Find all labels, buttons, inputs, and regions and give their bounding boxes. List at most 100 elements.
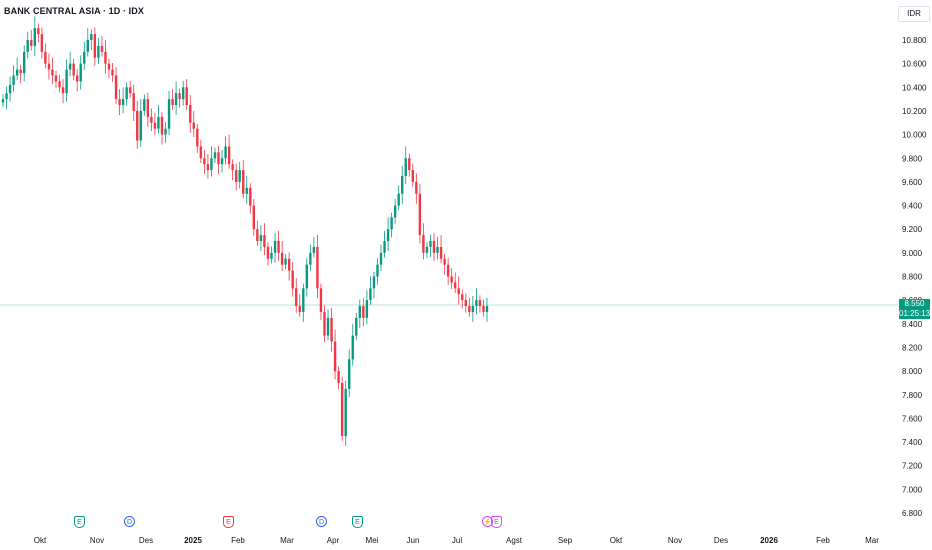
y-tick-label: 9.000	[902, 249, 923, 258]
candle-up	[383, 241, 386, 253]
candle-up	[475, 300, 478, 307]
candle-down	[422, 235, 425, 253]
candle-down	[464, 300, 468, 307]
candle-up	[167, 99, 171, 129]
candles-group	[1, 16, 489, 447]
candle-down	[277, 241, 280, 253]
last-price-label: 8.550	[899, 299, 930, 309]
candle-down	[457, 288, 460, 295]
candle-up	[157, 116, 160, 129]
candle-up	[22, 51, 26, 74]
candle-down	[316, 246, 319, 289]
earnings-icon[interactable]: E	[223, 516, 234, 528]
y-tick-label: 8.400	[902, 320, 923, 329]
candle-up	[181, 87, 185, 100]
candle-up	[125, 87, 128, 100]
candle-up	[436, 246, 439, 253]
candle-up	[79, 63, 82, 82]
candle-down	[185, 87, 188, 106]
y-tick-label: 10.800	[902, 36, 927, 45]
countdown-label: 01:25:13	[899, 309, 931, 319]
candle-down	[104, 51, 107, 64]
candle-up	[213, 152, 217, 159]
x-tick-label: Nov	[668, 536, 682, 545]
candle-up	[372, 276, 376, 289]
candle-down	[72, 63, 75, 76]
candle-down	[411, 170, 415, 182]
candle-up	[358, 306, 362, 318]
y-tick-label: 6.800	[902, 509, 923, 518]
currency-selector[interactable]: IDR	[898, 6, 930, 22]
candle-down	[234, 170, 238, 182]
candle-up	[471, 306, 475, 312]
x-tick-label: Feb	[231, 536, 245, 545]
candle-down	[295, 288, 298, 307]
candle-down	[468, 306, 471, 312]
candle-up	[8, 84, 12, 94]
candle-up	[365, 300, 369, 318]
candle-down	[291, 270, 294, 289]
chart-title: BANK CENTRAL ASIA · 1D · IDX	[4, 6, 144, 16]
candle-down	[19, 69, 22, 74]
candle-up	[312, 246, 316, 253]
candle-up	[302, 288, 305, 312]
candle-down	[51, 69, 54, 76]
x-tick-label: 2025	[184, 536, 202, 545]
y-tick-label: 8.200	[902, 343, 923, 352]
candle-up	[259, 235, 263, 242]
candle-up	[376, 264, 379, 277]
y-tick-label: 9.200	[902, 225, 923, 234]
candle-up	[238, 170, 241, 182]
candle-down	[118, 99, 121, 106]
candle-down	[44, 51, 47, 64]
x-tick-label: Feb	[816, 536, 830, 545]
candle-up	[397, 193, 400, 206]
split-icon[interactable]: ⚡	[482, 516, 493, 527]
earnings-icon[interactable]: E	[352, 516, 363, 528]
dividend-icon[interactable]: D	[124, 516, 135, 527]
candle-down	[203, 158, 206, 165]
x-tick-label: Jun	[407, 536, 420, 545]
candle-down	[249, 187, 252, 206]
candle-up	[404, 158, 407, 176]
y-tick-label: 10.000	[902, 131, 927, 140]
candle-up	[83, 51, 86, 64]
candle-down	[362, 306, 365, 318]
candle-down	[323, 311, 326, 336]
candle-down	[160, 116, 164, 135]
candle-up	[305, 264, 309, 289]
candle-down	[37, 28, 40, 35]
candle-up	[273, 241, 277, 253]
candle-up	[326, 317, 330, 336]
x-tick-label: Des	[139, 536, 153, 545]
earnings-icon[interactable]: E	[491, 516, 502, 528]
candle-up	[390, 217, 393, 230]
candle-up	[351, 335, 354, 360]
candle-up	[379, 252, 383, 265]
dividend-icon[interactable]: D	[316, 516, 327, 527]
earnings-icon[interactable]: E	[74, 516, 85, 528]
candle-down	[450, 276, 453, 283]
candle-up	[12, 75, 15, 85]
candle-down	[227, 146, 231, 165]
candle-down	[47, 63, 51, 70]
candle-down	[231, 164, 234, 171]
candle-down	[171, 99, 174, 106]
candle-down	[75, 75, 79, 82]
candle-down	[408, 158, 411, 171]
candle-down	[415, 181, 418, 194]
candle-up	[5, 93, 8, 100]
x-tick-label: Agst	[506, 536, 523, 545]
candle-down	[280, 252, 284, 265]
candle-down	[58, 81, 61, 88]
candle-down	[266, 246, 270, 259]
candle-up	[174, 93, 178, 106]
candle-up	[220, 158, 224, 165]
y-tick-label: 7.600	[902, 414, 923, 423]
candle-down	[217, 152, 220, 165]
candle-down	[150, 116, 153, 123]
candle-down	[61, 87, 65, 94]
y-tick-label: 10.400	[902, 83, 927, 92]
candle-down	[111, 69, 114, 76]
